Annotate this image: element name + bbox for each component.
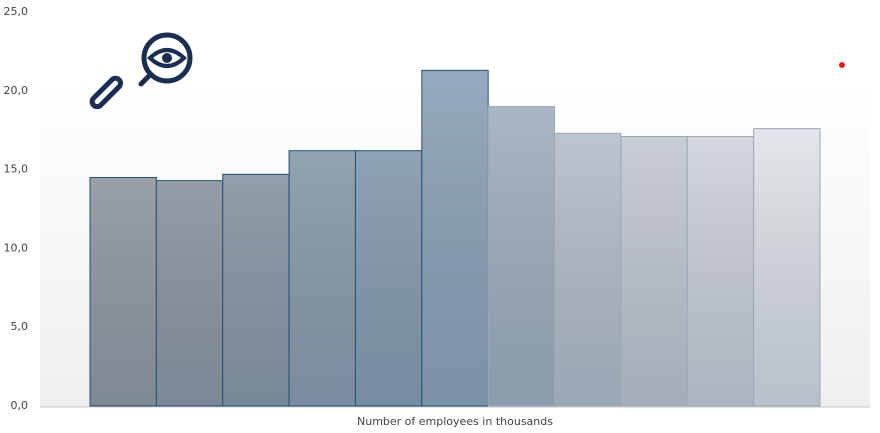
y-tick-label: 10,0 bbox=[4, 241, 29, 254]
bar-shade bbox=[289, 151, 355, 406]
y-tick-label: 15,0 bbox=[4, 163, 29, 176]
y-tick-label: 25,0 bbox=[4, 5, 29, 18]
bar-shade bbox=[488, 107, 555, 406]
bar-shade bbox=[90, 177, 156, 406]
bar-shade bbox=[355, 151, 422, 406]
bar-shade bbox=[223, 174, 289, 406]
y-tick-label: 20,0 bbox=[4, 84, 29, 97]
marker-dot bbox=[839, 62, 845, 68]
y-tick-label: 0,0 bbox=[11, 399, 29, 412]
bar-shade bbox=[754, 129, 820, 406]
y-tick-label: 5,0 bbox=[11, 320, 29, 333]
x-axis-label: Number of employees in thousands bbox=[357, 415, 553, 428]
bar-shade bbox=[422, 70, 488, 406]
bar-shade bbox=[621, 137, 687, 406]
bar-shade bbox=[555, 133, 621, 406]
bar-shade bbox=[156, 181, 223, 406]
bar-shade bbox=[687, 137, 754, 406]
magnifier-icon bbox=[89, 32, 193, 110]
